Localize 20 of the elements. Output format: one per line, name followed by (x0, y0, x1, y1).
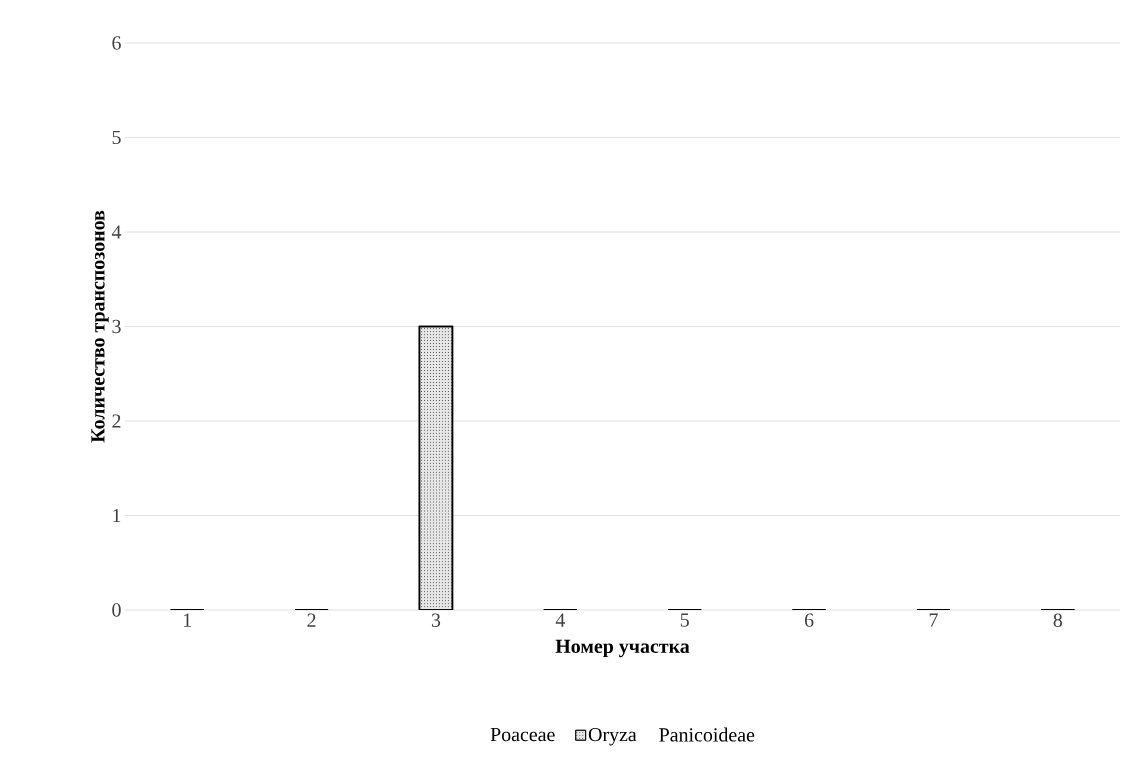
y-tick-label: 0 (112, 603, 121, 617)
x-tick-label: 5 (680, 613, 689, 627)
x-axis-title: Номер участка (555, 639, 690, 658)
x-tick-label: 7 (929, 613, 938, 627)
y-tick-label: 5 (112, 130, 121, 145)
legend-label: Oryza (588, 727, 637, 746)
y-axis-title: Количество транспозонов (91, 210, 109, 443)
text: Poaceae (490, 727, 555, 742)
x-tick-label: 8 (1053, 613, 1063, 627)
text: Panicoideae (659, 727, 755, 742)
x-tick-label: 1 (183, 613, 191, 627)
x-tick-label: 2 (307, 613, 316, 627)
y-tick-label: 4 (111, 225, 122, 239)
x-tick-label: 3 (431, 613, 441, 627)
y-tick-label: 6 (112, 36, 121, 50)
x-tick-label: 6 (804, 613, 814, 627)
x-tick-label: 4 (555, 613, 565, 627)
y-tick-label: 2 (112, 414, 121, 428)
y-tick-label: 3 (112, 319, 121, 334)
y-tick-label: 1 (113, 508, 121, 523)
